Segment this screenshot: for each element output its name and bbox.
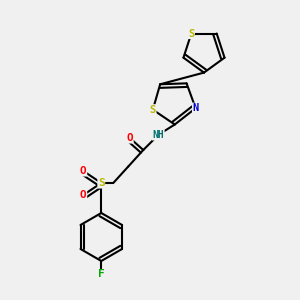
Text: F: F	[98, 269, 105, 280]
Text: S: S	[98, 178, 105, 188]
Text: S: S	[188, 28, 194, 38]
Text: O: O	[80, 190, 87, 200]
Text: O: O	[126, 133, 133, 143]
Text: N: N	[193, 103, 199, 113]
Text: S: S	[150, 105, 156, 115]
Text: O: O	[80, 166, 87, 176]
Text: NH: NH	[152, 130, 164, 140]
